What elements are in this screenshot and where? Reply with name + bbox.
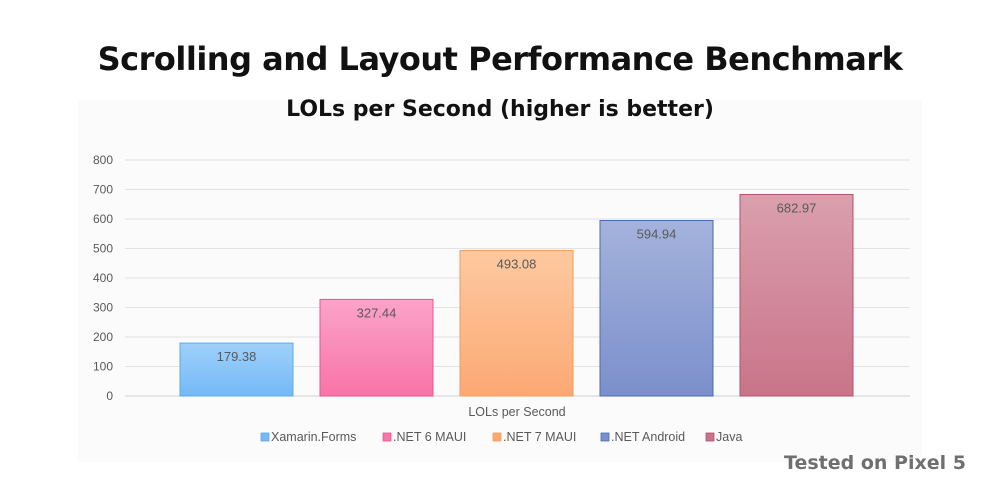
bar-net-android bbox=[599, 219, 714, 397]
bar-net-6-maui bbox=[319, 298, 434, 397]
data-label: 682.97 bbox=[777, 201, 817, 216]
bar-java bbox=[739, 194, 854, 397]
legend-swatch bbox=[492, 432, 502, 442]
y-tick-label: 300 bbox=[93, 301, 113, 315]
chart-title: LOLs per Second (higher is better) bbox=[286, 97, 714, 122]
legend-label: .NET Android bbox=[611, 430, 685, 444]
legend-label: .NET 7 MAUI bbox=[503, 430, 576, 444]
bars bbox=[179, 194, 854, 397]
y-tick-label: 100 bbox=[93, 360, 113, 374]
data-label: 179.38 bbox=[217, 349, 257, 364]
legend-swatch bbox=[600, 432, 610, 442]
y-tick-label: 800 bbox=[93, 153, 113, 167]
legend-swatch bbox=[382, 432, 392, 442]
x-axis-label: LOLs per Second bbox=[468, 405, 565, 419]
bar-net-7-maui bbox=[459, 250, 574, 397]
footer-note: Tested on Pixel 5 bbox=[784, 452, 966, 474]
legend: Xamarin.Forms .NET 6 MAUI .NET 7 MAUI .NET … bbox=[260, 430, 742, 444]
legend-label: Xamarin.Forms bbox=[271, 430, 356, 444]
y-tick-label: 200 bbox=[93, 330, 113, 344]
y-axis-ticks: 0 100 200 300 400 500 600 700 800 bbox=[93, 153, 113, 403]
data-label: 493.08 bbox=[497, 257, 537, 272]
page-title: Scrolling and Layout Performance Benchma… bbox=[97, 40, 903, 78]
legend-swatch bbox=[260, 432, 270, 442]
data-label: 327.44 bbox=[357, 305, 397, 320]
data-labels: 179.38 327.44 493.08 594.94 682.97 bbox=[217, 201, 817, 365]
y-tick-label: 500 bbox=[93, 242, 113, 256]
legend-label: Java bbox=[716, 430, 742, 444]
y-tick-label: 400 bbox=[93, 271, 113, 285]
y-tick-label: 600 bbox=[93, 212, 113, 226]
data-label: 594.94 bbox=[637, 226, 677, 241]
y-tick-label: 700 bbox=[93, 183, 113, 197]
y-tick-label: 0 bbox=[106, 389, 113, 403]
bar-xamarin-forms bbox=[179, 342, 294, 397]
legend-label: .NET 6 MAUI bbox=[393, 430, 466, 444]
legend-swatch bbox=[705, 432, 715, 442]
